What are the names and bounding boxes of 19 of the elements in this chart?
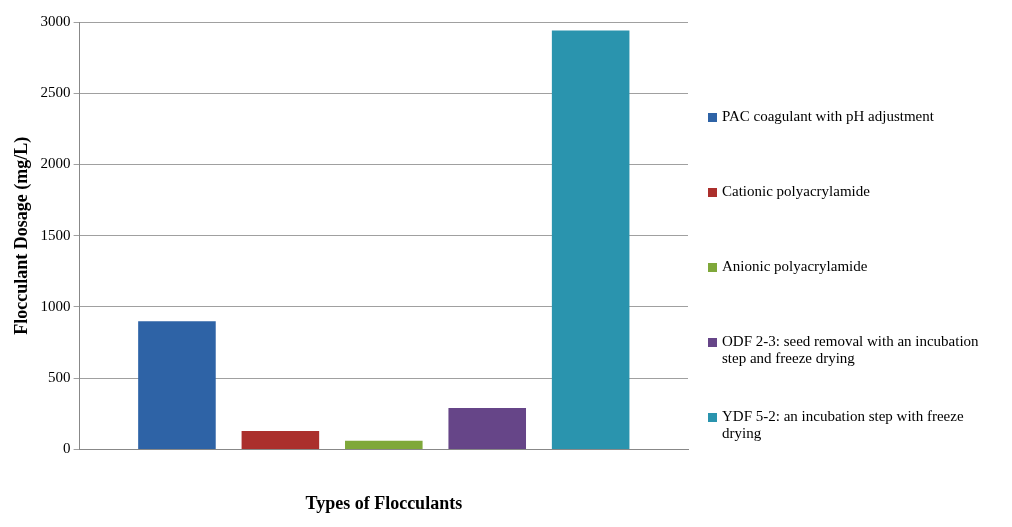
legend-label: ODF 2-3: seed removal with an incubation step and freeze drying — [722, 333, 980, 367]
bar — [241, 430, 320, 449]
y-tick-label: 3000 — [40, 12, 71, 29]
y-tick-label: 1500 — [40, 226, 71, 243]
bar — [551, 30, 630, 449]
legend-label: Cationic polyacrylamide — [722, 183, 870, 200]
y-tick-label: 2500 — [40, 84, 71, 101]
y-tick-label: 0 — [63, 440, 71, 457]
y-tick-label: 500 — [48, 369, 71, 386]
x-axis-title: Types of Flocculants — [305, 492, 463, 513]
y-axis-title: Flocculant Dosage (mg/L) — [11, 136, 33, 335]
y-tick-label: 1000 — [40, 297, 71, 314]
legend-label: YDF 5-2: an incubation step with freeze drying — [722, 408, 965, 442]
y-tick-label: 2000 — [40, 155, 71, 172]
bar — [345, 440, 423, 449]
legend-label: PAC coagulant with pH adjustment — [722, 108, 934, 125]
bar — [138, 321, 216, 449]
bar — [448, 408, 527, 449]
legend-label: Anionic polyacrylamide — [722, 258, 868, 275]
